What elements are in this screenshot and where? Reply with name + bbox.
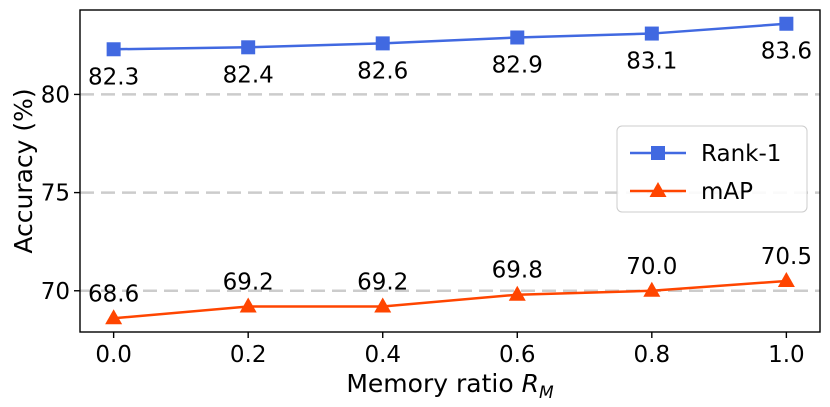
data-label-rank-1-0: 82.3 [88,64,139,90]
point-rank-1-4 [644,26,659,41]
legend-marker-rank-1 [651,146,665,160]
y-tick-label-75: 75 [41,181,70,207]
x-axis-label-subscript: M [539,383,554,403]
data-label-map-1: 69.2 [223,269,274,295]
plot-frame [79,9,821,333]
data-label-map-0: 68.6 [88,281,139,307]
data-label-map-5: 70.5 [761,244,812,270]
y-tick-label-70: 70 [41,279,70,305]
series-line-map [113,279,787,320]
point-map-3 [508,285,526,301]
point-rank-1-0 [106,42,121,57]
x-tick-label-4: 0.8 [634,342,671,368]
legend-label-rank-1: Rank-1 [701,141,781,167]
series-rank-1: 82.3 82.4 82.6 82.9 83.1 83.6 [88,16,812,90]
y-tick-label-80: 80 [41,82,70,108]
legend-marker-map [649,182,667,197]
data-label-rank-1-5: 83.6 [761,39,812,65]
x-axis-label: Memory ratio RM [346,369,554,403]
data-label-map-2: 69.2 [357,269,408,295]
y-axis-label: Accuracy (%) [9,88,38,253]
legend: Rank-1 mAP [616,125,808,213]
series-line-rank-1 [113,22,787,51]
x-tick-label-0: 0.0 [95,342,132,368]
series-map: 68.6 69.2 69.2 69.8 70.0 70.5 [88,244,812,325]
data-label-rank-1-1: 82.4 [223,62,274,88]
y-axis: 70 75 80 [41,82,80,305]
data-label-rank-1-4: 83.1 [626,49,677,75]
point-map-4 [643,281,661,297]
point-map-5 [777,271,795,287]
data-label-rank-1-3: 82.9 [492,52,543,78]
x-axis: 0.0 0.2 0.4 0.6 0.8 1.0 [95,332,805,368]
x-tick-label-2: 0.4 [364,342,401,368]
point-rank-1-1 [241,40,256,55]
point-rank-1-5 [779,16,794,31]
data-label-map-3: 69.8 [492,258,543,284]
legend-label-map: mAP [701,179,753,205]
legend-items: Rank-1 mAP [630,141,781,205]
x-tick-label-3: 0.6 [499,342,536,368]
x-tick-label-1: 0.2 [230,342,267,368]
series-layer: 82.3 82.4 82.6 82.9 83.1 83.6 68.6 69.2 69.2 69.8… [88,16,812,325]
point-map-1 [239,297,257,313]
x-axis-label-variable: R [522,369,539,398]
point-rank-1-2 [375,36,390,51]
data-label-rank-1-2: 82.6 [357,58,408,84]
x-axis-label-main: Memory ratio [346,369,521,398]
point-rank-1-3 [510,30,525,45]
point-map-0 [105,309,123,325]
data-label-map-4: 70.0 [626,254,677,280]
point-map-2 [374,297,392,313]
x-tick-label-5: 1.0 [768,342,805,368]
